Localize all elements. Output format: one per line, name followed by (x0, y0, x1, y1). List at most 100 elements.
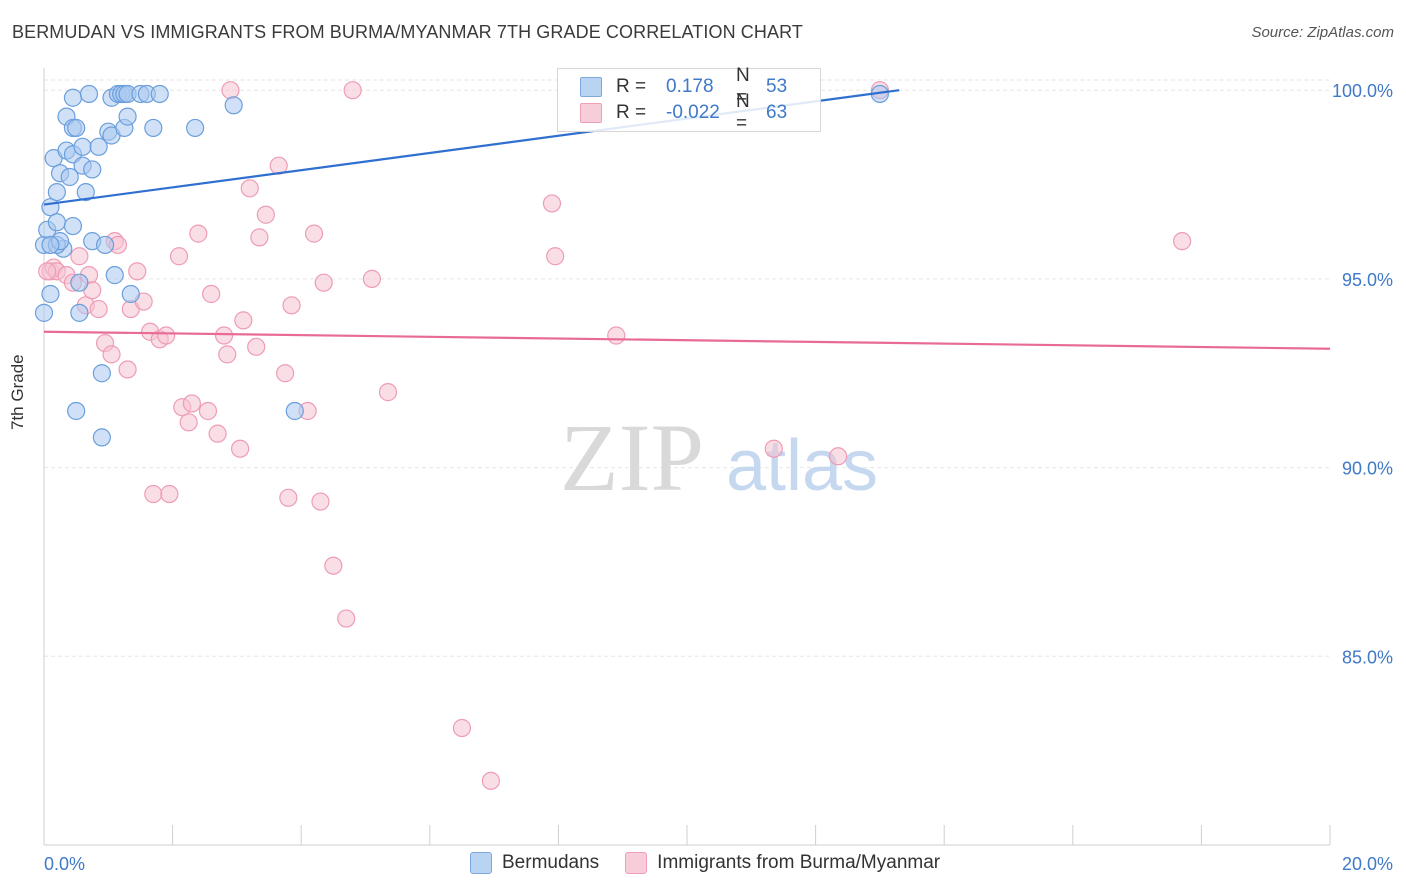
gridlines (44, 79, 1330, 657)
y-tick-label: 95.0% (1342, 270, 1393, 290)
y-tick-label: 90.0% (1342, 459, 1393, 479)
legend-item-bermudans: Bermudans (470, 852, 599, 874)
data-point (607, 326, 626, 345)
data-point (240, 179, 259, 198)
data-point (282, 296, 301, 315)
data-point (186, 118, 205, 138)
data-point (764, 439, 783, 458)
source-label: Source: ZipAtlas.com (1251, 24, 1394, 41)
stats-legend: R = 0.178 N = 53 R = -0.022 N = 63 (557, 65, 821, 134)
data-point (41, 284, 60, 304)
data-point (221, 81, 240, 100)
watermark: ZIP atlas (560, 404, 878, 511)
data-point (208, 424, 227, 443)
legend-swatch-pink (580, 103, 602, 123)
data-point (70, 247, 89, 266)
data-point (189, 224, 208, 243)
data-point (79, 84, 99, 104)
data-point (47, 213, 66, 232)
data-point (41, 235, 60, 255)
legend-swatch-blue (580, 77, 602, 97)
series-bermudans-points (34, 84, 890, 447)
data-point (70, 273, 89, 292)
legend-item-immigrants: Immigrants from Burma/Myanmar (625, 852, 940, 874)
chart-title: BERMUDAN VS IMMIGRANTS FROM BURMA/MYANMA… (12, 22, 803, 42)
data-point (95, 235, 115, 255)
data-point (362, 269, 382, 288)
data-point (121, 284, 140, 304)
watermark-atlas: atlas (726, 426, 878, 506)
data-point (182, 394, 201, 413)
data-point (41, 198, 60, 217)
data-point (118, 107, 137, 126)
data-point (224, 96, 243, 115)
data-point (247, 337, 266, 356)
trend-line (43, 330, 1331, 350)
data-point (70, 303, 89, 322)
data-point (144, 118, 163, 138)
legend-n-value: 53 (766, 76, 788, 97)
data-point (128, 262, 147, 281)
data-point (63, 88, 83, 107)
data-point (231, 439, 250, 458)
data-point (179, 413, 198, 432)
data-point (67, 118, 86, 138)
legend-swatch-pink (625, 852, 648, 874)
data-point (218, 345, 237, 364)
data-point (92, 428, 111, 447)
x-tick-label-min: 0.0% (44, 854, 85, 874)
data-point (337, 609, 356, 628)
watermark-zip: ZIP (560, 404, 704, 511)
series-immigrants-points (38, 81, 1192, 790)
data-point (542, 194, 562, 213)
data-point (256, 205, 275, 224)
y-tick-label: 100.0% (1332, 81, 1393, 101)
data-point (73, 137, 92, 156)
data-point (102, 345, 121, 364)
axes (43, 68, 1331, 846)
data-point (250, 228, 269, 247)
data-point (285, 401, 304, 421)
data-point (63, 216, 83, 236)
legend-swatch-blue (470, 852, 492, 874)
data-point (83, 160, 102, 179)
data-point (76, 182, 95, 202)
data-point (38, 262, 57, 281)
legend-r-label: R = (616, 76, 647, 97)
data-point (314, 273, 333, 292)
legend-r-value: 0.178 (666, 76, 714, 97)
data-point (34, 303, 54, 322)
data-point (198, 401, 218, 421)
data-point (546, 247, 565, 266)
legend-label-immigrants: Immigrants from Burma/Myanmar (657, 852, 941, 873)
data-point (481, 771, 500, 790)
data-point (160, 484, 179, 504)
data-point (157, 326, 176, 345)
data-point (1173, 232, 1192, 251)
data-point (279, 488, 298, 507)
data-point (276, 364, 295, 383)
tick-labels: 85.0% 90.0% 95.0% 100.0% 0.0% 20.0% (44, 81, 1393, 874)
data-point (378, 383, 398, 402)
series-legend: Bermudans Immigrants from Burma/Myanmar (470, 852, 966, 874)
data-point (829, 447, 848, 466)
legend-row-bermudans: R = 0.178 N = 53 (580, 65, 788, 108)
data-point (169, 247, 189, 266)
data-point (150, 84, 169, 104)
legend-r-value: -0.022 (666, 102, 720, 123)
data-point (47, 182, 66, 202)
legend-row-immigrants: R = -0.022 N = 63 (580, 91, 788, 134)
data-point (105, 266, 124, 285)
legend-r-label: R = (616, 102, 647, 123)
data-point (214, 326, 234, 345)
data-point (118, 360, 137, 379)
data-point (144, 484, 163, 504)
x-tick-label-max: 20.0% (1342, 854, 1393, 874)
data-point (452, 718, 472, 738)
data-point (311, 492, 330, 511)
data-point (89, 137, 108, 156)
data-point (234, 311, 253, 330)
legend-n-value: 63 (766, 102, 788, 123)
y-tick-label: 85.0% (1342, 647, 1393, 667)
